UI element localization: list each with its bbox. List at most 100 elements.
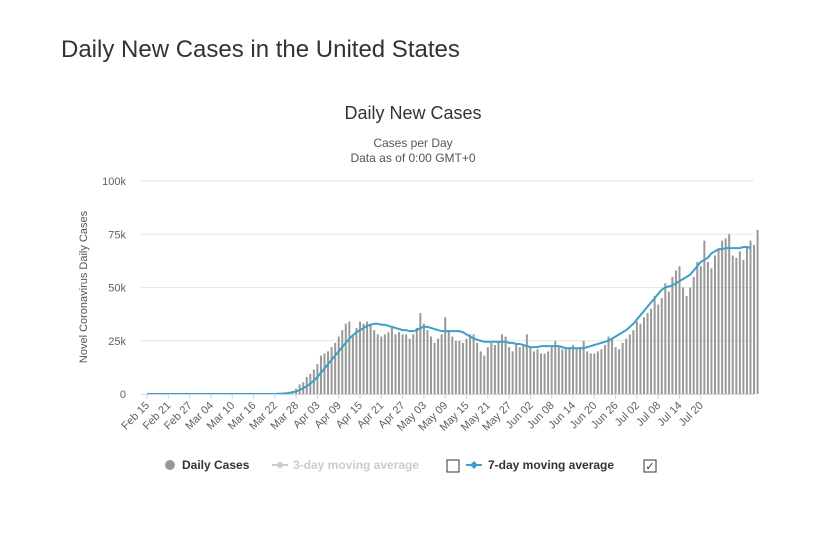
daily-cases-bar[interactable] <box>454 340 457 394</box>
daily-cases-bar[interactable] <box>699 266 702 394</box>
daily-cases-bar[interactable] <box>614 347 617 394</box>
daily-cases-bar[interactable] <box>508 347 511 394</box>
daily-cases-bar[interactable] <box>706 261 709 394</box>
daily-cases-bar[interactable] <box>742 259 745 394</box>
daily-cases-bar[interactable] <box>486 347 489 394</box>
daily-cases-bar[interactable] <box>724 238 727 394</box>
daily-cases-bar[interactable] <box>628 334 631 394</box>
daily-cases-bar[interactable] <box>561 349 564 394</box>
daily-cases-bars[interactable] <box>252 229 759 395</box>
daily-cases-bar[interactable] <box>710 268 713 394</box>
daily-cases-bar[interactable] <box>348 321 351 394</box>
daily-cases-bar[interactable] <box>522 345 525 394</box>
daily-cases-bar[interactable] <box>518 347 521 394</box>
daily-cases-bar[interactable] <box>586 351 589 394</box>
daily-cases-bar[interactable] <box>330 347 333 394</box>
daily-cases-bar[interactable] <box>380 336 383 394</box>
daily-cases-bar[interactable] <box>618 349 621 394</box>
daily-cases-bar[interactable] <box>433 342 436 394</box>
daily-cases-bar[interactable] <box>536 349 539 394</box>
daily-cases-bar[interactable] <box>383 334 386 394</box>
daily-cases-bar[interactable] <box>738 251 741 394</box>
daily-cases-bar[interactable] <box>351 334 354 394</box>
daily-cases-bar[interactable] <box>422 323 425 394</box>
legend-item-daily-cases[interactable]: Daily Cases <box>165 458 250 472</box>
daily-cases-bar[interactable] <box>603 345 606 394</box>
daily-cases-bar[interactable] <box>678 266 681 394</box>
legend-item-7day-average[interactable]: 7-day moving average <box>466 458 614 472</box>
daily-cases-bar[interactable] <box>344 323 347 394</box>
daily-cases-bar[interactable] <box>490 342 493 394</box>
daily-cases-bar[interactable] <box>753 244 756 394</box>
daily-cases-bar[interactable] <box>412 334 415 394</box>
daily-cases-bar[interactable] <box>745 247 748 394</box>
daily-cases-bar[interactable] <box>426 330 429 394</box>
daily-cases-bar[interactable] <box>674 270 677 394</box>
daily-cases-bar[interactable] <box>479 351 482 394</box>
daily-cases-bar[interactable] <box>547 351 550 394</box>
daily-cases-bar[interactable] <box>390 325 393 394</box>
daily-cases-bar[interactable] <box>327 351 330 394</box>
daily-cases-bar[interactable] <box>632 330 635 394</box>
daily-cases-bar[interactable] <box>714 255 716 394</box>
daily-cases-bar[interactable] <box>611 338 614 394</box>
daily-cases-bar[interactable] <box>543 353 546 394</box>
daily-cases-bar[interactable] <box>369 323 372 394</box>
daily-cases-bar[interactable] <box>334 342 337 394</box>
daily-cases-bar[interactable] <box>359 321 361 394</box>
daily-cases-bar[interactable] <box>362 323 365 394</box>
daily-cases-bar[interactable] <box>689 287 692 395</box>
daily-cases-bar[interactable] <box>635 321 638 394</box>
daily-cases-bar[interactable] <box>685 296 688 394</box>
daily-cases-bar[interactable] <box>696 261 699 394</box>
daily-cases-bar[interactable] <box>717 249 720 394</box>
daily-cases-bar[interactable] <box>728 234 731 394</box>
daily-cases-bar[interactable] <box>557 347 560 394</box>
daily-cases-bar[interactable] <box>646 313 649 394</box>
daily-cases-bar[interactable] <box>341 330 344 394</box>
daily-cases-bar[interactable] <box>650 308 653 394</box>
daily-cases-bar[interactable] <box>550 347 553 394</box>
daily-cases-bar[interactable] <box>532 351 535 394</box>
daily-cases-bar[interactable] <box>323 353 326 394</box>
daily-cases-bar[interactable] <box>398 332 401 394</box>
daily-cases-bar[interactable] <box>575 349 578 394</box>
legend-item-3day-average[interactable]: 3-day moving average <box>272 458 419 472</box>
daily-cases-bar[interactable] <box>469 334 472 394</box>
daily-cases-bar[interactable] <box>554 340 557 394</box>
daily-cases-bar[interactable] <box>355 327 358 394</box>
daily-cases-bar[interactable] <box>501 334 503 394</box>
daily-cases-bar[interactable] <box>476 342 479 394</box>
daily-cases-bar[interactable] <box>394 334 397 394</box>
daily-cases-bar[interactable] <box>596 351 599 394</box>
daily-cases-bar[interactable] <box>465 338 468 394</box>
daily-cases-bar[interactable] <box>419 313 422 394</box>
daily-cases-bar[interactable] <box>430 336 432 394</box>
daily-cases-bar[interactable] <box>731 255 734 394</box>
daily-cases-bar[interactable] <box>387 332 390 394</box>
daily-cases-bar[interactable] <box>664 283 667 394</box>
daily-cases-bar[interactable] <box>437 338 440 394</box>
daily-cases-bar[interactable] <box>703 240 706 394</box>
daily-cases-bar[interactable] <box>657 304 660 394</box>
daily-cases-bar[interactable] <box>692 276 695 394</box>
daily-cases-bar[interactable] <box>540 353 543 394</box>
daily-cases-bar[interactable] <box>756 229 759 394</box>
daily-cases-bar[interactable] <box>440 334 443 394</box>
daily-cases-bar[interactable] <box>415 327 418 394</box>
daily-cases-bar[interactable] <box>447 330 450 394</box>
daily-cases-bar[interactable] <box>408 338 411 394</box>
daily-cases-bar[interactable] <box>660 298 663 394</box>
daily-cases-bar[interactable] <box>373 330 376 394</box>
daily-cases-bar[interactable] <box>376 334 379 394</box>
daily-cases-bar[interactable] <box>366 321 369 394</box>
daily-cases-bar[interactable] <box>319 355 322 394</box>
daily-cases-bar[interactable] <box>515 342 518 394</box>
daily-cases-bar[interactable] <box>607 336 610 394</box>
daily-cases-bar[interactable] <box>667 291 670 394</box>
daily-cases-bar[interactable] <box>749 240 752 394</box>
daily-cases-bar[interactable] <box>639 323 642 394</box>
daily-cases-bar[interactable] <box>444 317 447 394</box>
daily-cases-bar[interactable] <box>451 336 454 394</box>
daily-cases-bar[interactable] <box>643 317 645 394</box>
